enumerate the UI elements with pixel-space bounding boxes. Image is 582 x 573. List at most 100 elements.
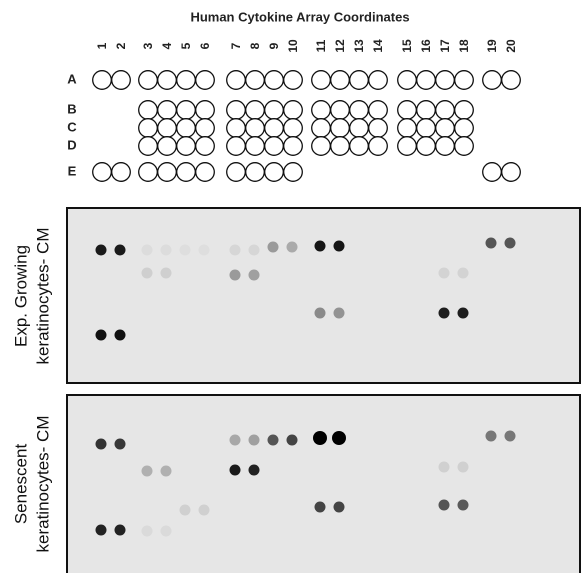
column-label: 2 (114, 42, 128, 49)
coordinate-circle (196, 137, 215, 156)
column-label: 17 (438, 39, 452, 53)
coordinate-circle (112, 163, 131, 182)
coordinate-circle (246, 137, 265, 156)
blot-spot (161, 268, 172, 279)
coordinate-circle (350, 137, 369, 156)
blot-spot (96, 439, 107, 450)
coordinate-circle (455, 119, 474, 138)
coordinate-circle (312, 137, 331, 156)
coordinate-circle (312, 119, 331, 138)
coordinate-circle (398, 71, 417, 90)
coordinate-circle (417, 71, 436, 90)
coordinate-circle (369, 71, 388, 90)
column-label: 4 (160, 42, 174, 49)
coordinate-circle (455, 137, 474, 156)
coordinate-circle (483, 163, 502, 182)
blot-spot (439, 268, 450, 279)
coordinate-circle (455, 101, 474, 120)
coordinate-circle (246, 101, 265, 120)
coordinate-circle (502, 163, 521, 182)
coordinate-circle (158, 119, 177, 138)
coordinate-circle (398, 119, 417, 138)
coordinate-circle (158, 71, 177, 90)
column-label: 12 (333, 39, 347, 53)
blot-spot (199, 505, 210, 516)
blot-spot (287, 242, 298, 253)
column-label: 9 (267, 42, 281, 49)
coordinate-circle (483, 71, 502, 90)
blot-spot (315, 502, 326, 513)
coordinate-circle (436, 137, 455, 156)
coordinate-circle (265, 101, 284, 120)
blot-panel (67, 395, 580, 573)
column-label: 10 (286, 39, 300, 53)
coordinate-circle (158, 163, 177, 182)
coordinate-circle (139, 71, 158, 90)
row-label: E (68, 163, 77, 178)
coordinate-circle (177, 137, 196, 156)
blot-spot (458, 500, 469, 511)
blot-spot (334, 502, 345, 513)
panel-label: Senescent (11, 444, 30, 525)
coordinate-circle (177, 163, 196, 182)
coordinate-circle (331, 101, 350, 120)
coordinate-circle (436, 101, 455, 120)
column-label: 6 (198, 42, 212, 49)
column-label: 20 (504, 39, 518, 53)
coordinate-circle (284, 163, 303, 182)
blot-spot (458, 308, 469, 319)
blot-spot (287, 435, 298, 446)
row-label: A (67, 71, 77, 86)
row-label: D (67, 137, 76, 152)
blot-spot (334, 241, 345, 252)
blot-spot (230, 435, 241, 446)
blot-spot (505, 431, 516, 442)
blot-spot (96, 525, 107, 536)
coordinate-circle (139, 163, 158, 182)
coordinate-circle (436, 119, 455, 138)
coordinate-circle (139, 119, 158, 138)
blot-spot (505, 238, 516, 249)
coordinate-circle (312, 101, 331, 120)
coordinate-circle (112, 71, 131, 90)
blot-spot (458, 462, 469, 473)
column-label: 18 (457, 39, 471, 53)
coordinate-circle (369, 101, 388, 120)
column-label: 14 (371, 39, 385, 53)
blot-spot (249, 465, 260, 476)
coordinate-circle (265, 119, 284, 138)
coordinate-circle (158, 101, 177, 120)
figure: Human Cytokine Array Coordinates 1234567… (0, 0, 582, 573)
blot-spot (268, 435, 279, 446)
column-label: 7 (229, 42, 243, 49)
figure-title: Human Cytokine Array Coordinates (190, 9, 409, 24)
blot-spot (161, 245, 172, 256)
blot-spot (96, 330, 107, 341)
coordinate-circle (196, 101, 215, 120)
coordinate-circle (417, 119, 436, 138)
coordinate-circle (417, 137, 436, 156)
coordinate-circle (417, 101, 436, 120)
blot-spot (315, 308, 326, 319)
panel-label: keratinocytes- CM (33, 228, 52, 365)
blot-spot (230, 465, 241, 476)
coordinate-circle (93, 71, 112, 90)
coordinate-circle (177, 119, 196, 138)
coordinate-circle (196, 163, 215, 182)
blot-spot (142, 526, 153, 537)
blot-spot (334, 308, 345, 319)
coordinate-circle (284, 137, 303, 156)
blot-spot (439, 308, 450, 319)
coordinate-circle (227, 101, 246, 120)
blot-spot (115, 245, 126, 256)
column-label: 5 (179, 42, 193, 49)
coordinate-circle (196, 71, 215, 90)
coordinate-circle (265, 137, 284, 156)
coordinate-circle (265, 163, 284, 182)
blot-spot (142, 245, 153, 256)
column-label: 19 (485, 39, 499, 53)
column-label: 13 (352, 39, 366, 53)
coordinate-circle (227, 71, 246, 90)
blot-spot (142, 268, 153, 279)
blot-spot (230, 270, 241, 281)
